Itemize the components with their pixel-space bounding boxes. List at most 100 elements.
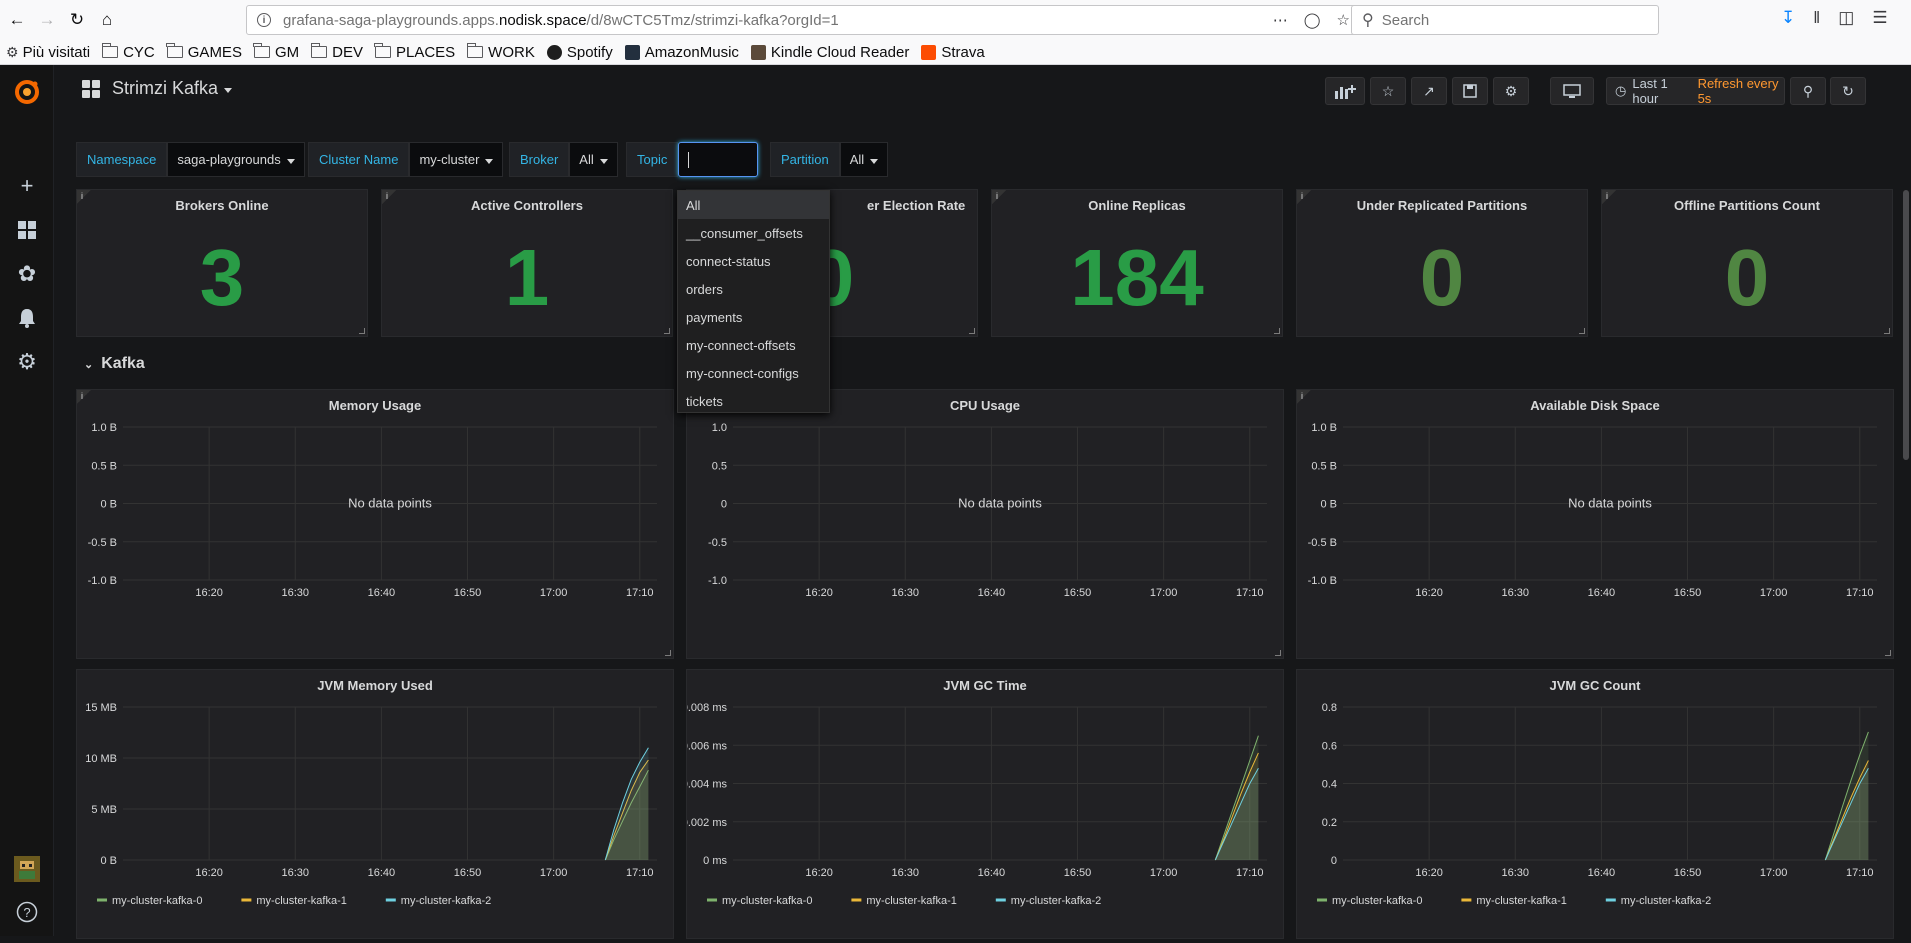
star-dashboard-button[interactable]: ☆	[1370, 77, 1406, 105]
var-broker[interactable]: Broker All	[509, 142, 618, 177]
bookmark-amazonmusic[interactable]: AmazonMusic	[624, 44, 739, 61]
x-tick-label: 16:40	[1588, 867, 1616, 879]
configuration-gear-icon[interactable]: ⚙	[17, 349, 37, 374]
y-tick-label: 0.6	[1322, 740, 1337, 752]
y-tick-label: 0.5 B	[1311, 460, 1337, 472]
y-tick-label: 0.5	[712, 460, 727, 472]
resize-handle[interactable]	[664, 328, 670, 334]
var-namespace[interactable]: Namespace saga-playgrounds	[76, 142, 305, 177]
var-topic-input[interactable]	[678, 142, 759, 177]
var-partition[interactable]: Partition All	[770, 142, 889, 177]
resize-handle[interactable]	[1275, 650, 1281, 656]
var-broker-select[interactable]: All	[569, 142, 618, 177]
y-tick-label: 0.2	[1322, 817, 1337, 829]
explore-compass-icon[interactable]: ✿	[17, 261, 37, 286]
bookmark-folder-gm[interactable]: GM	[253, 43, 299, 61]
topic-option[interactable]: connect-status	[686, 253, 771, 269]
graph-panel-jvm-gc-time: JVM GC Time 0.008 ms0.006 ms0.004 ms0.00…	[682, 669, 1284, 939]
info-icon[interactable]: i	[77, 190, 91, 204]
info-icon[interactable]: i	[1297, 190, 1311, 204]
x-tick-label: 16:50	[1064, 867, 1092, 879]
bookmark-folder-cyc[interactable]: CYC	[101, 43, 155, 61]
back-icon[interactable]: ←	[8, 10, 26, 29]
bookmark-kindle[interactable]: Kindle Cloud Reader	[750, 44, 909, 61]
bookmark-folder-games[interactable]: GAMES	[166, 43, 242, 61]
resize-handle[interactable]	[969, 328, 975, 334]
bookmark-folder-places[interactable]: PLACES	[374, 43, 455, 61]
stat-value: 0	[1419, 233, 1465, 322]
page-scrollbar[interactable]	[1903, 190, 1909, 460]
resize-handle[interactable]	[1274, 328, 1280, 334]
bookmark-most-visited[interactable]: ⚙ Più visitati	[6, 43, 91, 61]
dashboard-title-picker[interactable]: Strimzi Kafka	[82, 78, 233, 99]
y-tick-label: -0.5	[708, 537, 727, 549]
info-icon[interactable]: i	[77, 390, 91, 404]
tv-mode-button[interactable]	[1550, 77, 1594, 105]
stat-value: 0	[1724, 233, 1770, 322]
resize-handle[interactable]	[1579, 328, 1585, 334]
forward-icon[interactable]: →	[38, 10, 56, 29]
pocket-icon[interactable]: ◯	[1303, 12, 1321, 29]
download-icon[interactable]: ↧	[1781, 8, 1796, 27]
page-actions-icon[interactable]: ⋯	[1272, 12, 1288, 29]
user-avatar[interactable]	[12, 854, 42, 884]
topic-option[interactable]: orders	[686, 281, 723, 297]
info-icon[interactable]: i	[1602, 190, 1616, 204]
bookmark-folder-work[interactable]: WORK	[466, 43, 535, 61]
sidebar-toggle-icon[interactable]: ◫	[1838, 8, 1855, 27]
time-picker-button[interactable]: ◷ Last 1 hour Refresh every 5s	[1606, 76, 1785, 106]
info-icon[interactable]: i	[1297, 390, 1311, 404]
topic-option[interactable]: my-connect-offsets	[686, 337, 796, 353]
create-plus-icon[interactable]: +	[20, 173, 34, 198]
panel-title: JVM GC Time	[943, 678, 1027, 693]
refresh-button[interactable]: ↻	[1830, 77, 1866, 105]
save-dashboard-button[interactable]	[1452, 77, 1488, 105]
series-area	[605, 760, 649, 860]
topic-option-all[interactable]: All	[678, 191, 829, 219]
alerting-bell-icon[interactable]	[12, 303, 42, 333]
chevron-down-icon	[599, 158, 608, 164]
bookmark-spotify[interactable]: Spotify	[546, 44, 613, 61]
reload-icon[interactable]: ↻	[69, 10, 85, 29]
chevron-down-icon	[224, 87, 233, 93]
no-data-label: No data points	[1568, 496, 1652, 511]
var-namespace-select[interactable]: saga-playgrounds	[167, 142, 305, 177]
menu-icon[interactable]: ☰	[1872, 8, 1888, 27]
resize-handle[interactable]	[359, 328, 365, 334]
var-cluster[interactable]: Cluster Name my-cluster	[308, 142, 504, 177]
panel-title: Memory Usage	[328, 398, 422, 413]
var-partition-select[interactable]: All	[839, 142, 889, 177]
info-icon[interactable]: i	[382, 190, 396, 204]
bookmark-folder-dev[interactable]: DEV	[310, 43, 363, 61]
library-icon[interactable]: ‖	[1813, 8, 1821, 27]
home-icon[interactable]: ⌂	[101, 10, 113, 29]
add-panel-button[interactable]	[1325, 77, 1365, 105]
resize-handle[interactable]	[665, 650, 671, 656]
bookmark-star-icon[interactable]: ☆	[1336, 12, 1350, 29]
topic-option[interactable]: tickets	[686, 393, 723, 409]
y-tick-label: 0.4	[1322, 779, 1337, 791]
y-tick-label: 0 B	[100, 855, 117, 867]
dashboards-icon[interactable]	[12, 215, 42, 245]
grafana-logo-icon[interactable]	[12, 77, 42, 107]
browser-search-input[interactable]: ⚲ Search	[1351, 5, 1659, 35]
zoom-out-button[interactable]: ⚲	[1790, 77, 1826, 105]
resize-handle[interactable]	[1884, 328, 1890, 334]
site-info-icon[interactable]: i	[257, 13, 271, 27]
bookmark-strava[interactable]: Strava	[921, 44, 985, 61]
topic-option[interactable]: my-connect-configs	[686, 365, 799, 381]
help-icon[interactable]: ?	[12, 897, 42, 927]
row-kafka[interactable]: ⌄ Kafka	[84, 355, 145, 373]
url-bar[interactable]: i grafana-saga-playgrounds.apps. nodisk.s…	[246, 5, 1359, 35]
jvm-gc-time-chart: 0.008 ms 0.006 ms 0.004 ms 0.002 ms 0 ms 16:2…	[682, 702, 1267, 907]
resize-handle[interactable]	[1885, 650, 1891, 656]
topic-option[interactable]: __consumer_offsets	[686, 225, 803, 241]
share-dashboard-button[interactable]: ↗	[1411, 77, 1447, 105]
y-tick-label: 0.006 ms	[687, 740, 727, 752]
var-cluster-select[interactable]: my-cluster	[409, 142, 504, 177]
topic-option[interactable]: payments	[686, 309, 743, 325]
info-icon[interactable]: i	[992, 190, 1006, 204]
dashboard-settings-button[interactable]: ⚙	[1493, 77, 1529, 105]
topic-dropdown-menu: All __consumer_offsets connect-status or…	[677, 190, 830, 413]
var-topic[interactable]: Topic	[626, 142, 759, 177]
